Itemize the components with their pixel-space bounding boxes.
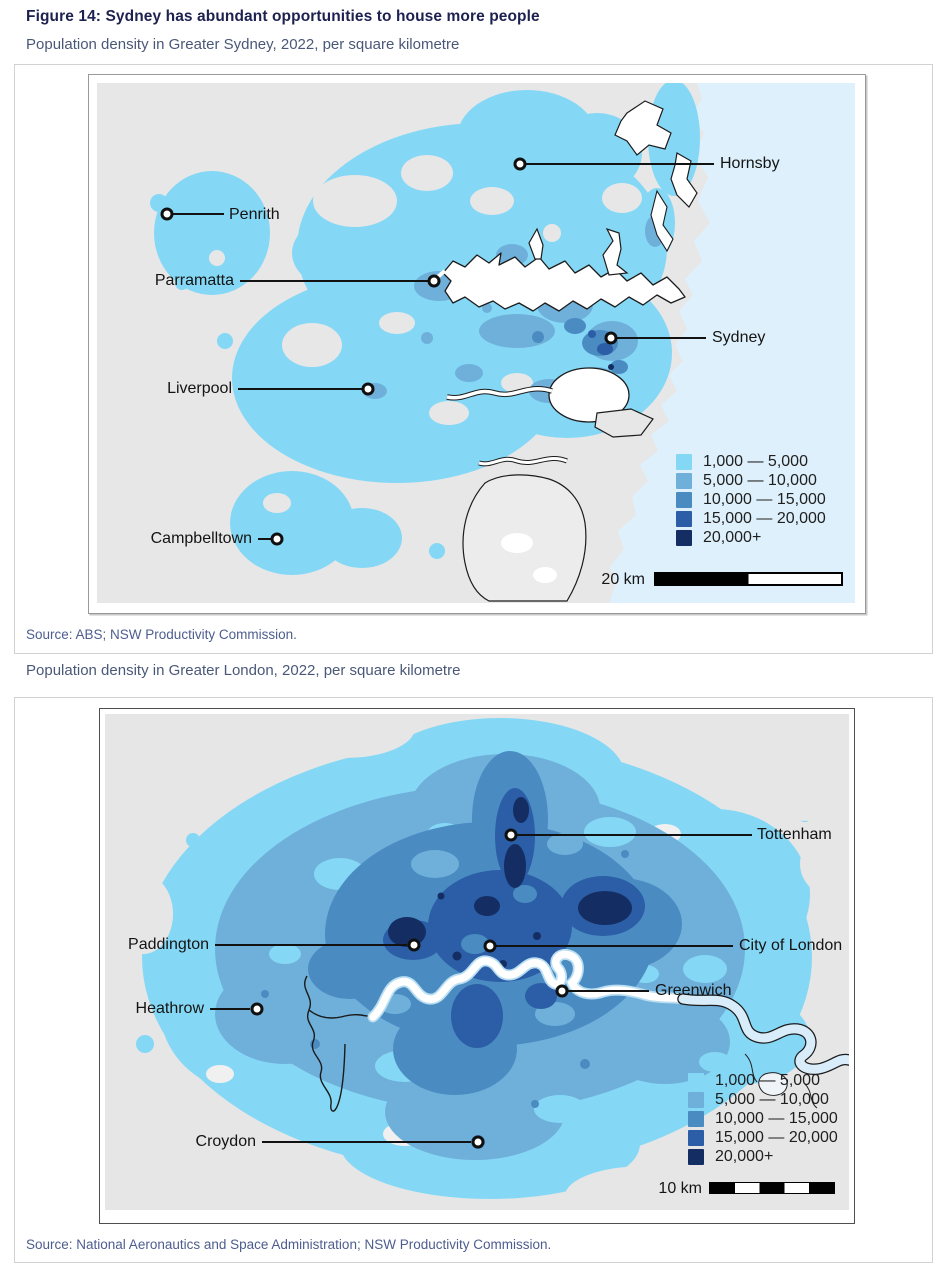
london-grey-gaps <box>105 714 849 1210</box>
leader-sydney <box>617 337 706 339</box>
legend-swatch-1 <box>688 1072 704 1089</box>
marker-paddington <box>407 938 421 952</box>
sydney-national-park <box>462 474 587 602</box>
sydney-map <box>97 83 855 603</box>
london-subtitle: Population density in Greater London, 20… <box>26 662 461 679</box>
marker-tottenham <box>504 828 518 842</box>
legend-row: 10,000 — 15,000 <box>676 490 826 509</box>
marker-city-of-london <box>483 939 497 953</box>
leader-heathrow <box>210 1008 250 1010</box>
legend-swatch-4 <box>676 510 692 527</box>
legend-row: 20,000+ <box>676 528 826 547</box>
leader-greenwich <box>568 990 649 992</box>
sydney-ocean <box>609 83 855 603</box>
marker-sydney <box>604 331 618 345</box>
scale-bar-sydney <box>654 572 843 586</box>
legend-row: 10,000 — 15,000 <box>688 1109 838 1128</box>
figure-title: Figure 14: Sydney has abundant opportuni… <box>26 8 540 25</box>
leader-liverpool <box>238 388 362 390</box>
london-dark-texture <box>461 885 537 954</box>
london-source: Source: National Aeronautics and Space A… <box>26 1237 552 1252</box>
place-label-parramatta: Parramatta <box>154 272 234 289</box>
legend-row: 20,000+ <box>688 1147 838 1166</box>
place-label-campbelltown: Campbelltown <box>150 530 252 547</box>
legend-swatch-3 <box>688 1110 704 1127</box>
legend-swatch-2 <box>676 472 692 489</box>
sydney-density-20000-plus <box>608 364 614 370</box>
place-label-sydney: Sydney <box>712 329 766 346</box>
sydney-botany-bay <box>446 367 654 467</box>
legend-row: 5,000 — 10,000 <box>676 471 826 490</box>
sydney-density-15000-20000 <box>588 330 613 355</box>
london-density-20000-plus <box>388 797 632 968</box>
place-label-heathrow: Heathrow <box>135 1000 204 1017</box>
marker-hornsby <box>513 157 527 171</box>
place-label-croydon: Croydon <box>195 1133 256 1150</box>
scale-label-london: 10 km <box>658 1180 702 1197</box>
legend-row: 15,000 — 20,000 <box>676 509 826 528</box>
leader-campbelltown <box>258 538 271 540</box>
legend-swatch-5 <box>676 529 692 546</box>
legend-swatch-3 <box>676 491 692 508</box>
sydney-subtitle: Population density in Greater Sydney, 20… <box>26 36 460 53</box>
place-label-penrith: Penrith <box>229 206 280 223</box>
place-label-liverpool: Liverpool <box>167 380 232 397</box>
legend-swatch-5 <box>688 1148 704 1165</box>
legend-row: 5,000 — 10,000 <box>688 1090 838 1109</box>
leader-city-of-london <box>496 945 733 947</box>
marker-campbelltown <box>270 532 284 546</box>
scale-bar-london <box>709 1182 835 1194</box>
legend-row: 1,000 — 5,000 <box>688 1071 838 1090</box>
london-map <box>105 714 849 1210</box>
sydney-grey-gaps <box>209 155 642 513</box>
leader-hornsby <box>526 163 714 165</box>
london-thames <box>304 948 849 1112</box>
marker-greenwich <box>555 984 569 998</box>
marker-croydon <box>471 1135 485 1149</box>
leader-tottenham <box>517 834 752 836</box>
marker-penrith <box>160 207 174 221</box>
marker-heathrow <box>250 1002 264 1016</box>
legend-sydney: 1,000 — 5,000 5,000 — 10,000 10,000 — 15… <box>676 452 826 547</box>
legend-row: 1,000 — 5,000 <box>676 452 826 471</box>
place-label-greenwich: Greenwich <box>655 982 732 999</box>
legend-london: 1,000 — 5,000 5,000 — 10,000 10,000 — 15… <box>688 1071 838 1166</box>
sydney-hawkesbury <box>614 100 698 253</box>
place-label-paddington: Paddington <box>128 936 209 953</box>
place-label-tottenham: Tottenham <box>757 826 832 843</box>
scale-label-sydney: 20 km <box>601 571 645 588</box>
leader-croydon <box>262 1141 471 1143</box>
legend-swatch-2 <box>688 1091 704 1108</box>
sydney-harbour <box>432 227 686 312</box>
leader-paddington <box>215 944 407 946</box>
leader-penrith <box>173 213 224 215</box>
legend-row: 15,000 — 20,000 <box>688 1128 838 1147</box>
marker-liverpool <box>361 382 375 396</box>
sydney-source: Source: ABS; NSW Productivity Commission… <box>26 627 297 642</box>
place-label-city-of-london: City of London <box>739 937 843 954</box>
leader-parramatta <box>240 280 428 282</box>
marker-parramatta <box>427 274 441 288</box>
legend-swatch-1 <box>676 453 692 470</box>
place-label-hornsby: Hornsby <box>720 155 780 172</box>
legend-swatch-4 <box>688 1129 704 1146</box>
